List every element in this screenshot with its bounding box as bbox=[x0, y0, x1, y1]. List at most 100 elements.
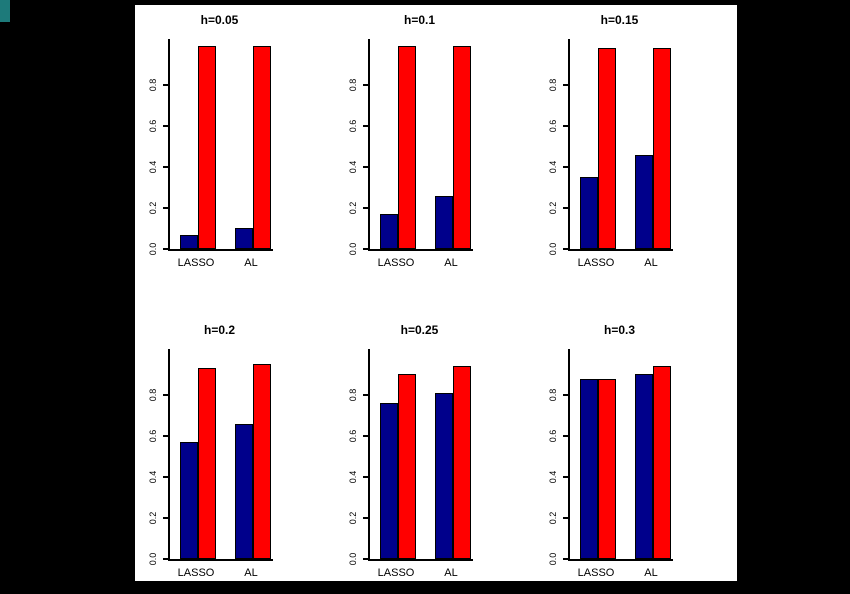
y-axis-tick bbox=[563, 476, 568, 478]
chart-panel-h-0.05: h=0.05 0.0 0.2 0.4 0.6 0.8 LASSO AL bbox=[135, 5, 335, 293]
bar-lasso-red bbox=[398, 46, 416, 249]
y-axis-tick-label: 0.4 bbox=[348, 470, 358, 484]
y-axis-tick bbox=[563, 435, 568, 437]
y-axis-tick bbox=[563, 558, 568, 560]
x-category-label: AL bbox=[644, 567, 658, 579]
y-axis-tick bbox=[363, 207, 368, 209]
y-axis-tick bbox=[363, 435, 368, 437]
chart-panel-h-0.3: h=0.3 0.0 0.2 0.4 0.6 0.8 LASSO AL bbox=[535, 293, 735, 581]
y-axis-tick bbox=[163, 558, 168, 560]
bar-lasso-blue bbox=[380, 214, 398, 249]
y-axis-tick-label: 0.0 bbox=[348, 552, 358, 566]
y-axis-tick-label: 0.4 bbox=[548, 470, 558, 484]
y-axis-tick-label: 0.2 bbox=[548, 511, 558, 525]
y-axis-tick-label: 0.2 bbox=[548, 201, 558, 215]
y-axis-tick bbox=[163, 248, 168, 250]
x-category-label: LASSO bbox=[177, 567, 215, 579]
y-axis-tick-label: 0.2 bbox=[348, 201, 358, 215]
chart-title: h=0.2 bbox=[203, 323, 236, 337]
y-axis-tick-label: 0.8 bbox=[548, 388, 558, 402]
y-axis-tick-label: 0.6 bbox=[548, 119, 558, 133]
y-axis-tick-label: 0.4 bbox=[348, 160, 358, 174]
x-category-label: LASSO bbox=[377, 257, 415, 269]
y-axis-tick bbox=[163, 394, 168, 396]
bar-al-blue bbox=[235, 424, 253, 559]
y-axis-tick-label: 0.8 bbox=[148, 78, 158, 92]
y-axis-tick-label: 0.8 bbox=[348, 388, 358, 402]
y-axis-tick bbox=[563, 517, 568, 519]
bar-lasso-blue bbox=[580, 177, 598, 249]
bar-al-red bbox=[453, 46, 471, 249]
y-axis-tick bbox=[363, 517, 368, 519]
bar-al-red bbox=[653, 366, 671, 559]
y-axis-tick bbox=[563, 207, 568, 209]
bar-lasso-red bbox=[598, 48, 616, 249]
y-axis-tick bbox=[363, 558, 368, 560]
y-axis-tick bbox=[163, 125, 168, 127]
y-axis-tick bbox=[563, 84, 568, 86]
bar-lasso-red bbox=[398, 374, 416, 559]
figure-panel: h=0.05 0.0 0.2 0.4 0.6 0.8 LASSO AL h=0.1 0.0 0.2 0… bbox=[135, 5, 737, 581]
chart-panel-h-0.25: h=0.25 0.0 0.2 0.4 0.6 0.8 LASSO AL bbox=[335, 293, 535, 581]
y-axis-tick bbox=[363, 125, 368, 127]
y-axis-tick bbox=[163, 476, 168, 478]
bar-al-blue bbox=[635, 155, 653, 249]
chart-title: h=0.05 bbox=[200, 13, 239, 27]
y-axis-tick bbox=[163, 166, 168, 168]
x-category-label: AL bbox=[644, 257, 658, 269]
y-axis-tick-label: 0.8 bbox=[148, 388, 158, 402]
plot-area: 0.0 0.2 0.4 0.6 0.8 bbox=[348, 349, 473, 565]
y-axis-tick bbox=[563, 248, 568, 250]
y-axis-tick-label: 0.6 bbox=[548, 429, 558, 443]
x-category-label: AL bbox=[444, 257, 458, 269]
y-axis-tick bbox=[563, 394, 568, 396]
bar-lasso-red bbox=[198, 46, 216, 249]
x-category-label: AL bbox=[244, 567, 258, 579]
bar-lasso-red bbox=[198, 368, 216, 559]
chart-panel-h-0.1: h=0.1 0.0 0.2 0.4 0.6 0.8 LASSO AL bbox=[335, 5, 535, 293]
x-category-label: LASSO bbox=[177, 257, 215, 269]
bar-al-red bbox=[253, 364, 271, 559]
chart-title: h=0.1 bbox=[403, 13, 436, 27]
x-category-label: LASSO bbox=[577, 567, 615, 579]
y-axis-tick-label: 0.8 bbox=[348, 78, 358, 92]
y-axis-tick bbox=[163, 207, 168, 209]
bar-al-blue bbox=[635, 374, 653, 559]
y-axis-tick-label: 0.2 bbox=[348, 511, 358, 525]
y-axis-tick-label: 0.0 bbox=[548, 242, 558, 256]
charts-grid: h=0.05 0.0 0.2 0.4 0.6 0.8 LASSO AL h=0.1 0.0 0.2 0… bbox=[135, 5, 735, 581]
y-axis-tick-label: 0.2 bbox=[148, 201, 158, 215]
y-axis-tick-label: 0.4 bbox=[148, 470, 158, 484]
y-axis-tick-label: 0.0 bbox=[548, 552, 558, 566]
y-axis-tick bbox=[163, 435, 168, 437]
y-axis-tick bbox=[163, 84, 168, 86]
y-axis-tick-label: 0.4 bbox=[548, 160, 558, 174]
y-axis-tick bbox=[363, 84, 368, 86]
bar-al-red bbox=[453, 366, 471, 559]
chart-title: h=0.3 bbox=[603, 323, 636, 337]
y-axis-tick-label: 0.0 bbox=[148, 552, 158, 566]
plot-area: 0.0 0.2 0.4 0.6 0.8 bbox=[548, 349, 673, 565]
y-axis-tick-label: 0.0 bbox=[148, 242, 158, 256]
y-axis-tick-label: 0.4 bbox=[148, 160, 158, 174]
y-axis-tick-label: 0.6 bbox=[348, 429, 358, 443]
y-axis-tick-label: 0.2 bbox=[148, 511, 158, 525]
bar-lasso-blue bbox=[380, 403, 398, 559]
chart-title: h=0.25 bbox=[400, 323, 439, 337]
bar-al-red bbox=[653, 48, 671, 249]
chart-title: h=0.15 bbox=[600, 13, 639, 27]
y-axis-tick-label: 0.6 bbox=[348, 119, 358, 133]
bar-lasso-blue bbox=[180, 442, 198, 559]
x-category-label: LASSO bbox=[577, 257, 615, 269]
plot-area: 0.0 0.2 0.4 0.6 0.8 bbox=[548, 39, 673, 255]
x-category-label: LASSO bbox=[377, 567, 415, 579]
x-category-label: AL bbox=[244, 257, 258, 269]
bar-al-blue bbox=[435, 393, 453, 559]
chart-panel-h-0.2: h=0.2 0.0 0.2 0.4 0.6 0.8 LASSO AL bbox=[135, 293, 335, 581]
y-axis-tick-label: 0.0 bbox=[348, 242, 358, 256]
bar-lasso-blue bbox=[180, 235, 198, 249]
y-axis-tick bbox=[363, 394, 368, 396]
y-axis-tick bbox=[163, 517, 168, 519]
bar-al-red bbox=[253, 46, 271, 249]
plot-area: 0.0 0.2 0.4 0.6 0.8 bbox=[148, 39, 273, 255]
